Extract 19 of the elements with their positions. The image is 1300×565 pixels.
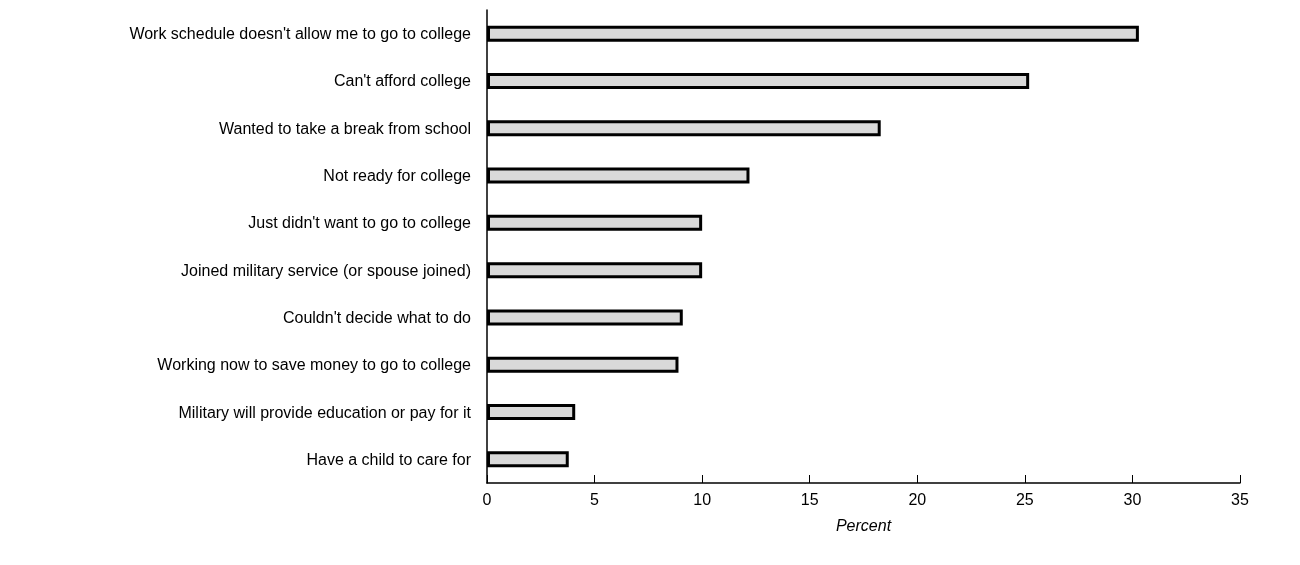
y-tick-label: Work schedule doesn't allow me to go to college <box>129 25 472 43</box>
x-tick-label: 30 <box>1123 490 1142 508</box>
y-tick-label: Have a child to care for <box>306 450 472 468</box>
y-tick-label: Military will provide education or pay for it <box>178 403 472 421</box>
x-tick-label: 20 <box>908 490 927 508</box>
x-tick-label: 35 <box>1231 490 1249 508</box>
x-tick-label: 15 <box>800 490 819 508</box>
x-tick-label: 0 <box>482 490 492 508</box>
y-tick-label: Just didn't want to go to college <box>248 214 472 232</box>
x-tick-label: 25 <box>1015 490 1034 508</box>
y-tick-label: Not ready for college <box>323 167 472 185</box>
x-axis-title: Percent <box>835 516 892 534</box>
y-tick-label: Joined military service (or spouse joined) <box>181 261 471 279</box>
y-tick-label: Can't afford college <box>333 72 472 90</box>
y-tick-label: Couldn't decide what to do <box>282 308 472 326</box>
x-tick-label: 5 <box>590 490 600 508</box>
y-tick-label: Wanted to take a break from school <box>219 119 471 137</box>
y-tick-label: Working now to save money to go to college <box>157 356 472 374</box>
x-tick-label: 10 <box>693 490 712 508</box>
